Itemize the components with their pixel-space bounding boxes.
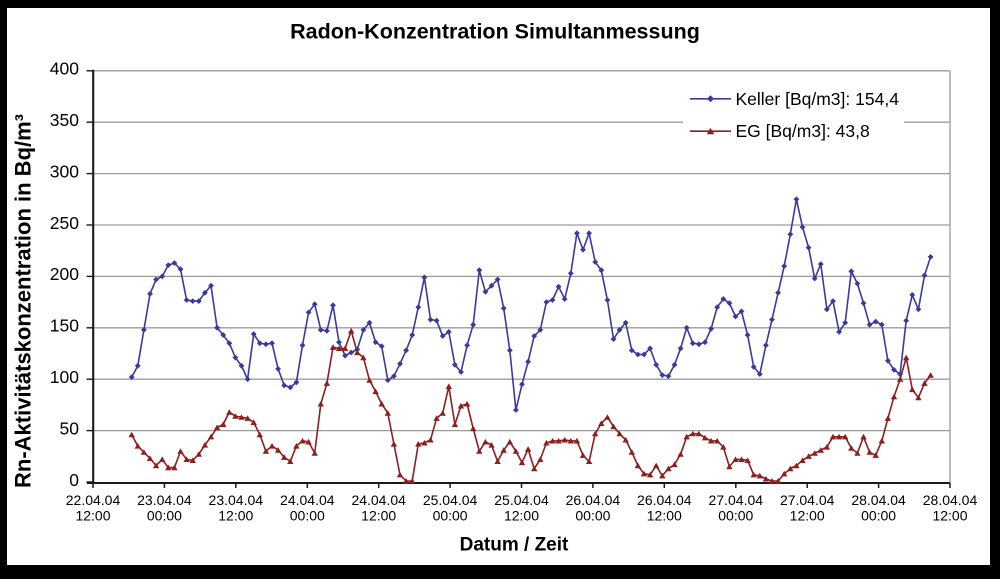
svg-text:12:00: 12:00 <box>504 507 539 523</box>
svg-text:12:00: 12:00 <box>361 507 396 523</box>
svg-text:27.04.04: 27.04.04 <box>709 492 764 508</box>
svg-text:24.04.04: 24.04.04 <box>280 492 335 508</box>
svg-text:12:00: 12:00 <box>932 507 967 523</box>
svg-text:400: 400 <box>50 59 79 79</box>
svg-text:12:00: 12:00 <box>218 507 253 523</box>
svg-text:12:00: 12:00 <box>647 507 682 523</box>
svg-text:200: 200 <box>50 264 79 284</box>
svg-text:00:00: 00:00 <box>718 507 753 523</box>
svg-text:00:00: 00:00 <box>147 507 182 523</box>
svg-text:00:00: 00:00 <box>290 507 325 523</box>
svg-text:22.04.04: 22.04.04 <box>66 492 121 508</box>
svg-text:Keller [Bq/m3]: 154,4: Keller [Bq/m3]: 154,4 <box>736 89 900 109</box>
svg-text:28.04.04: 28.04.04 <box>923 492 978 508</box>
svg-text:12:00: 12:00 <box>790 507 825 523</box>
svg-text:27.04.04: 27.04.04 <box>780 492 835 508</box>
svg-text:250: 250 <box>50 213 79 233</box>
svg-text:23.04.04: 23.04.04 <box>209 492 264 508</box>
svg-text:350: 350 <box>50 110 79 130</box>
svg-text:100: 100 <box>50 367 79 387</box>
svg-text:300: 300 <box>50 161 79 181</box>
svg-text:00:00: 00:00 <box>575 507 610 523</box>
svg-text:00:00: 00:00 <box>433 507 468 523</box>
svg-text:Datum / Zeit: Datum / Zeit <box>460 535 569 556</box>
svg-text:Rn-Aktivitätskonzentration in: Rn-Aktivitätskonzentration in Bq/m³ <box>11 114 36 488</box>
svg-text:28.04.04: 28.04.04 <box>851 492 906 508</box>
svg-text:12:00: 12:00 <box>75 507 110 523</box>
svg-text:23.04.04: 23.04.04 <box>137 492 192 508</box>
svg-text:24.04.04: 24.04.04 <box>351 492 406 508</box>
svg-text:150: 150 <box>50 316 79 336</box>
svg-text:26.04.04: 26.04.04 <box>566 492 621 508</box>
svg-text:50: 50 <box>60 418 80 438</box>
svg-text:Radon-Konzentration Simultanme: Radon-Konzentration Simultanmessung <box>290 20 700 44</box>
svg-text:25.04.04: 25.04.04 <box>423 492 478 508</box>
svg-text:0: 0 <box>69 470 79 490</box>
svg-text:EG [Bq/m3]: 43,8: EG [Bq/m3]: 43,8 <box>736 121 870 141</box>
svg-text:25.04.04: 25.04.04 <box>494 492 549 508</box>
svg-text:00:00: 00:00 <box>861 507 896 523</box>
svg-text:26.04.04: 26.04.04 <box>637 492 692 508</box>
